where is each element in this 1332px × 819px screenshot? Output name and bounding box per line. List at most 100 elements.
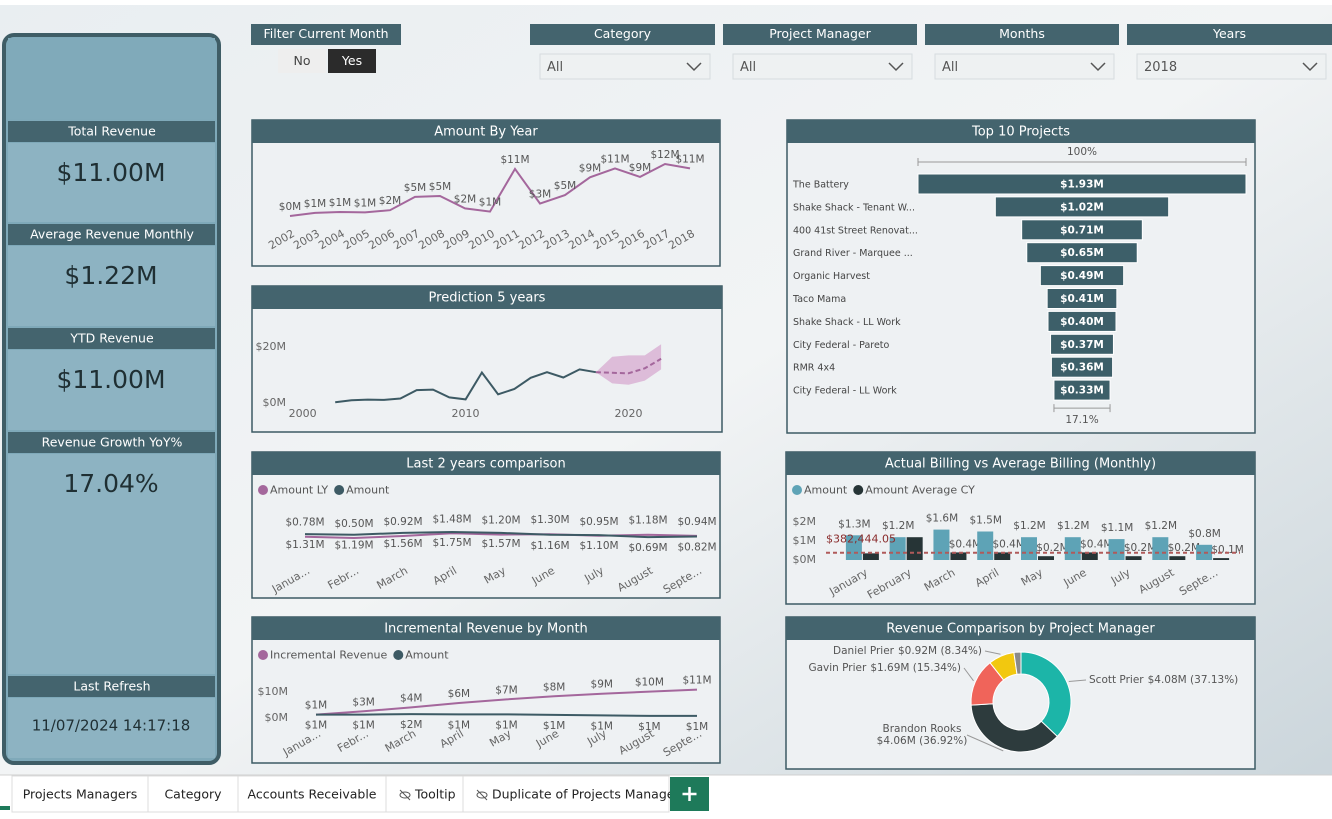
data-label: $0.92M — [383, 516, 422, 528]
data-label: $1.2M — [1057, 520, 1089, 532]
category-label: Organic Harvest — [793, 271, 870, 282]
category-label: City Federal - Pareto — [793, 340, 890, 351]
tab-label: Projects Managers — [23, 787, 138, 802]
tab[interactable] — [462, 775, 670, 813]
x-tick-label: 2010 — [452, 407, 480, 420]
slice-label: Gavin Prier $1.69M (15.34%) — [808, 662, 961, 674]
chart-title: Top 10 Projects — [971, 125, 1070, 140]
data-label: $5M — [429, 181, 451, 193]
line — [316, 713, 697, 717]
data-label: $1.30M — [530, 514, 569, 526]
funnel-bar — [1039, 265, 1125, 287]
data-label: $1.56M — [383, 538, 422, 550]
tab[interactable] — [237, 775, 387, 813]
donut-slice — [1020, 651, 1072, 738]
percent-bracket — [1053, 404, 1111, 413]
data-label: $12M — [650, 149, 679, 161]
kpi-box — [8, 143, 215, 222]
kpi-label: Revenue Growth YoY% — [42, 435, 183, 450]
line — [304, 530, 698, 539]
kpi-value: $1.22M — [64, 261, 157, 290]
filter-header — [251, 24, 401, 45]
data-label: $7M — [495, 684, 517, 696]
data-label: $2M — [454, 193, 476, 205]
data-label: $1.10M — [579, 540, 618, 552]
funnel-bar — [994, 196, 1170, 218]
data-label: $9M — [591, 679, 613, 691]
data-label: $0.82M — [677, 541, 716, 553]
data-label: $0.2M — [1036, 542, 1068, 554]
data-label: $0.71M — [1060, 224, 1104, 236]
tab[interactable] — [385, 775, 464, 813]
bar — [1081, 552, 1098, 560]
toggle-button[interactable] — [328, 49, 376, 73]
chart-panel: Actual Billing vs Average Billing (Month… — [785, 451, 1256, 605]
kpi-label: YTD Revenue — [69, 331, 154, 346]
data-label: $3M — [352, 696, 374, 708]
chevron — [686, 62, 702, 72]
kpi-label: Average Revenue Monthly — [30, 227, 194, 242]
panel-title-bar — [252, 286, 722, 309]
tab-label: Duplicate of Projects Managers — [492, 787, 686, 802]
bar — [950, 552, 967, 560]
data-label: $0.50M — [334, 518, 373, 530]
slicer-dropdown[interactable] — [539, 53, 711, 80]
legend-marker — [393, 650, 404, 660]
tab-marker — [0, 806, 10, 810]
tab[interactable] — [11, 775, 149, 813]
y-tick-label: $20M — [256, 340, 287, 353]
data-label: $1.31M — [285, 539, 324, 551]
chart-title: Revenue Comparison by Project Manager — [886, 622, 1155, 637]
chart-title: Actual Billing vs Average Billing (Month… — [885, 457, 1156, 472]
kpi-value: 11/07/2024 14:17:18 — [32, 717, 191, 735]
kpi-box — [8, 350, 215, 430]
data-label: $0.41M — [1060, 293, 1104, 305]
slice-name: Scott Prier — [1089, 674, 1144, 686]
data-label: $0.1M — [1211, 544, 1243, 556]
tab-label: Accounts Receivable — [248, 787, 377, 802]
legend-marker — [853, 485, 864, 495]
data-label: $1M — [448, 719, 470, 731]
slice-value: $1.69M (15.34%) — [870, 662, 961, 674]
panel-title-bar — [252, 120, 720, 143]
category-label: 400 41st Street Renovat... — [793, 225, 918, 236]
toggle-button[interactable] — [278, 49, 326, 73]
filter-title: Filter Current Month — [263, 26, 388, 41]
slicer-dropdown[interactable] — [732, 53, 913, 80]
funnel-bar — [917, 173, 1247, 195]
bar — [994, 552, 1011, 560]
data-label: $0.4M — [1080, 538, 1112, 550]
funnel-bar — [1021, 219, 1143, 241]
kpi-box — [8, 246, 215, 326]
bar — [1064, 537, 1081, 560]
bar — [933, 529, 950, 560]
hidden-icon — [476, 791, 488, 799]
legend-label: Amount — [405, 649, 449, 662]
kpi-value: 17.04% — [63, 469, 158, 498]
line — [304, 532, 698, 540]
chart-panel: Amount By Year$0M $1M $1M $1M $2M$5M $5M$2M $1… — [251, 119, 721, 267]
data-label: $1.2M — [1013, 520, 1045, 532]
chart-title: Prediction 5 years — [429, 291, 546, 306]
slice-name: Brandon Rooks — [883, 723, 962, 735]
panel-body — [786, 119, 1256, 434]
hidden-icon — [476, 789, 488, 801]
leader-line — [963, 667, 974, 682]
kpi-header — [8, 676, 215, 697]
chart-panel: Incremental Revenue by Month $0M $10M Incre… — [251, 616, 721, 764]
funnel-bar — [1053, 379, 1111, 401]
slicer-header — [925, 24, 1119, 45]
slicer-dropdown[interactable] — [934, 53, 1115, 80]
category-label: City Federal - LL Work — [793, 386, 897, 397]
panel-title-bar — [252, 452, 720, 475]
line — [595, 357, 662, 375]
data-label: $1M — [479, 197, 501, 209]
hidden-icon — [399, 789, 411, 801]
data-label: $1.75M — [432, 537, 471, 549]
bar — [1152, 537, 1169, 560]
panel-title-bar — [786, 452, 1255, 475]
data-label: $6M — [448, 688, 470, 700]
slicer-dropdown[interactable] — [1136, 53, 1327, 80]
kpi-group: Total Revenue $11.00M Average Revenue Mont… — [8, 38, 215, 758]
data-label: $1.57M — [481, 538, 520, 550]
